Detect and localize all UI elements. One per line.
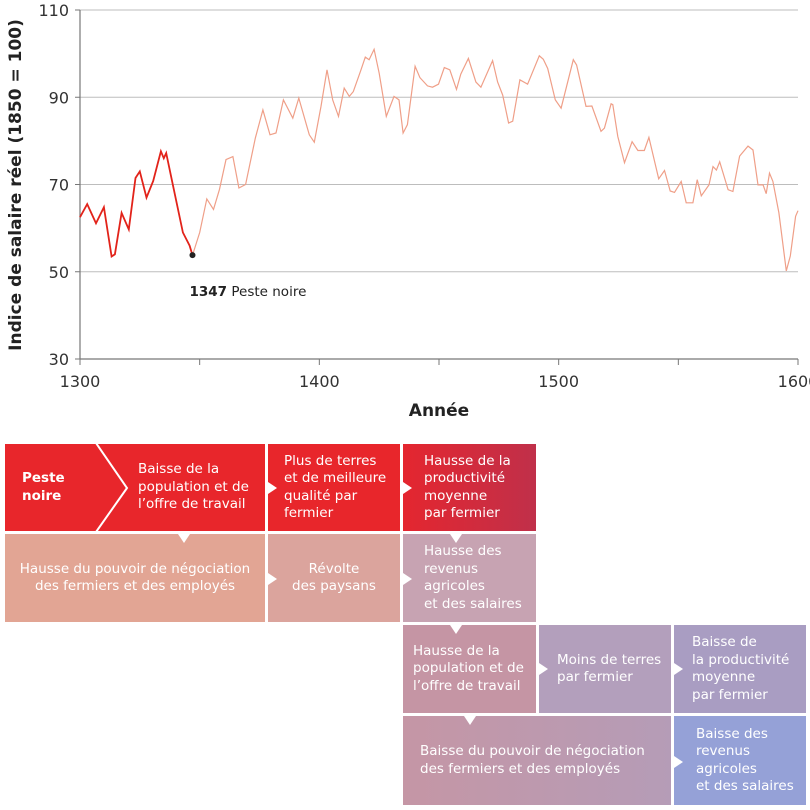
label-more-land: Plus de terres et de meilleure qualité p… bbox=[284, 452, 387, 522]
annotation-label: 1347 Peste noire bbox=[189, 284, 306, 300]
label-productivity-rise: Hausse de la productivité moyenne par fe… bbox=[424, 452, 511, 522]
y-tick-label: 70 bbox=[49, 176, 69, 195]
arrow-down-icon bbox=[178, 534, 190, 543]
label-income-decline: Baisse des revenus agricoles et des sala… bbox=[696, 725, 794, 795]
label-productivity-decline: Baisse de la productivité moyenne par fe… bbox=[692, 634, 790, 703]
axes bbox=[75, 9, 799, 365]
arrow-down-icon bbox=[450, 625, 462, 634]
box-peasant-revolt: Révolte des paysans bbox=[268, 534, 400, 622]
arrow-right-icon bbox=[268, 573, 277, 585]
arrow-right-icon bbox=[674, 663, 683, 675]
arrow-right-icon bbox=[268, 482, 277, 494]
box-income-decline: Baisse des revenus agricoles et des sala… bbox=[674, 716, 806, 805]
tick-labels: 30 50 70 90 110 1300 1400 1500 1600 bbox=[38, 1, 810, 391]
x-axis-label: Année bbox=[409, 401, 469, 421]
y-tick-label: 110 bbox=[38, 1, 69, 20]
box-productivity-decline: Baisse de la productivité moyenne par fe… bbox=[674, 625, 806, 713]
x-tick-label: 1600 bbox=[778, 372, 810, 391]
label-income-rise: Hausse des revenus agricoles et des sala… bbox=[424, 543, 522, 612]
x-tick-label: 1400 bbox=[299, 372, 340, 391]
y-axis-label: Indice de salaire réel (1850 = 100) bbox=[6, 19, 26, 351]
arrow-right-icon bbox=[403, 573, 412, 585]
label-less-land: Moins de terres par fermier bbox=[557, 651, 662, 686]
arrow-down-icon bbox=[464, 716, 476, 725]
box-income-rise: Hausse des revenus agricoles et des sala… bbox=[403, 534, 536, 622]
box-productivity-rise: Hausse de la productivité moyenne par fe… bbox=[403, 444, 536, 531]
box-bargaining-rise: Hausse du pouvoir de négociation des fer… bbox=[5, 534, 265, 622]
grid-lines bbox=[80, 9, 798, 273]
y-tick-label: 90 bbox=[49, 88, 69, 107]
label-bargaining-decline: Baisse du pouvoir de négociation des fer… bbox=[420, 743, 645, 777]
chevron-divider bbox=[95, 444, 129, 531]
box-black-death: Peste noire Baisse de la population et d… bbox=[5, 444, 265, 531]
black-death-marker bbox=[189, 252, 196, 259]
label-population-rise: Hausse de la population et de l’offre de… bbox=[413, 642, 524, 694]
y-tick-label: 30 bbox=[49, 350, 69, 369]
series-line-before-1347 bbox=[79, 148, 194, 259]
series-line-after-1347 bbox=[191, 47, 799, 272]
arrow-down-icon bbox=[450, 534, 462, 543]
annotation-year: 1347 bbox=[189, 284, 227, 300]
box-population-rise: Hausse de la population et de l’offre de… bbox=[403, 625, 536, 713]
annotation-text: Peste noire bbox=[231, 284, 306, 300]
x-tick-label: 1300 bbox=[60, 372, 101, 391]
arrow-right-icon bbox=[674, 756, 683, 768]
wage-index-chart: 30 50 70 90 110 1300 1400 1500 1600 1347 Peste n… bbox=[6, 1, 810, 421]
x-tick-label: 1500 bbox=[538, 372, 579, 391]
box-bargaining-decline: Baisse du pouvoir de négociation des fer… bbox=[403, 716, 671, 805]
label-peasant-revolt: Révolte des paysans bbox=[292, 560, 376, 595]
y-tick-label: 50 bbox=[49, 263, 69, 282]
arrow-right-icon bbox=[539, 663, 548, 675]
arrow-right-icon bbox=[403, 482, 412, 494]
label-bargaining-rise: Hausse du pouvoir de négociation des fer… bbox=[19, 560, 251, 595]
box-less-land: Moins de terres par fermier bbox=[539, 625, 671, 713]
label-black-death: Peste noire bbox=[22, 470, 65, 504]
label-population-decline: Baisse de la population et de l’offre de… bbox=[138, 461, 249, 513]
box-more-land: Plus de terres et de meilleure qualité p… bbox=[268, 444, 400, 531]
